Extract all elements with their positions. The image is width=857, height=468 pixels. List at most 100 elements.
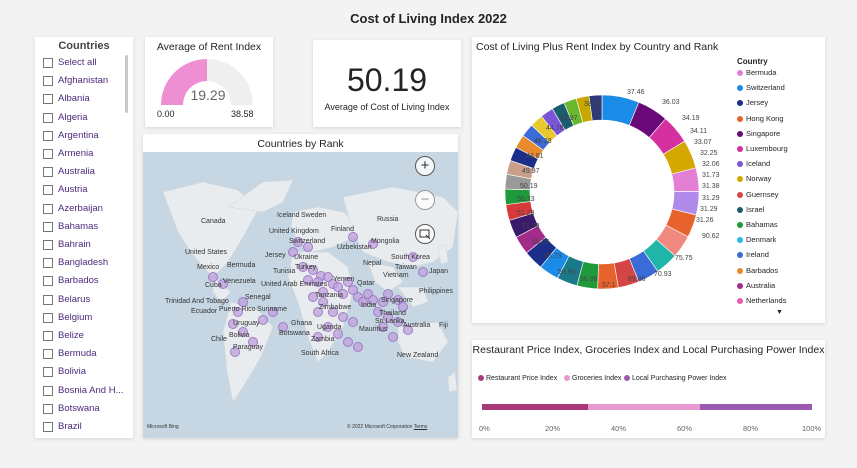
map-bubble[interactable] — [403, 325, 413, 335]
map-bubble[interactable] — [318, 287, 328, 297]
map-bubble[interactable] — [343, 337, 353, 347]
map-bubble[interactable] — [388, 332, 398, 342]
checkbox[interactable] — [43, 367, 53, 378]
gauge-value: 19.29 — [190, 87, 226, 103]
donut-chart[interactable] — [472, 37, 732, 323]
legend-item[interactable]: Jersey — [737, 98, 768, 107]
legend-item[interactable]: Australia — [737, 281, 775, 290]
map-bubble[interactable] — [298, 262, 308, 272]
checkbox[interactable] — [43, 422, 53, 432]
map-bubble[interactable] — [268, 307, 278, 317]
checkbox[interactable] — [43, 294, 53, 305]
legend-item[interactable]: Luxembourg — [737, 144, 788, 153]
map-bubble[interactable] — [308, 265, 318, 275]
map-bubble[interactable] — [323, 322, 333, 332]
legend-item[interactable]: Israel — [737, 205, 764, 214]
checkbox[interactable] — [43, 149, 53, 159]
map-bubble[interactable] — [368, 295, 378, 305]
map-bubble[interactable] — [248, 337, 258, 347]
map-bubble[interactable] — [313, 277, 323, 287]
legend-item[interactable]: Switzerland — [737, 83, 785, 92]
map-bubble[interactable] — [218, 279, 228, 289]
map-bubble[interactable] — [398, 302, 408, 312]
checkbox[interactable] — [43, 185, 53, 196]
lasso-select-icon[interactable] — [415, 224, 435, 244]
legend-item[interactable]: Netherlands — [737, 296, 786, 305]
legend-item[interactable]: Barbados — [737, 266, 778, 275]
map-canvas[interactable]: Iceland Sweden Finland Canada United Kingdom… — [143, 152, 458, 438]
map-bubble[interactable] — [313, 307, 323, 317]
map-bubble[interactable] — [353, 342, 363, 352]
checkbox[interactable] — [43, 94, 53, 105]
legend-item[interactable]: Iceland — [737, 159, 770, 168]
map-bubble[interactable] — [303, 275, 313, 285]
checkbox[interactable] — [43, 385, 53, 396]
restaurant-legend-item[interactable]: Local Purchasing Power Index — [624, 375, 727, 382]
map-bubble[interactable] — [328, 307, 338, 317]
restaurant-legend-item[interactable]: Restaurant Price Index — [478, 375, 557, 382]
map-bubble[interactable] — [303, 242, 313, 252]
map-bubble[interactable] — [383, 312, 393, 322]
checkbox[interactable] — [43, 331, 53, 341]
map-bubble[interactable] — [230, 347, 240, 357]
map-bubble[interactable] — [238, 327, 248, 337]
map-bubble[interactable] — [348, 232, 358, 242]
slicer-scrollbar[interactable] — [125, 55, 128, 113]
legend-item[interactable]: Bermuda — [737, 68, 776, 77]
map-bubble[interactable] — [418, 267, 428, 277]
legend-label: Luxembourg — [746, 144, 788, 153]
map-bubble[interactable] — [348, 317, 358, 327]
legend-scroll-down-icon[interactable]: ▼ — [776, 309, 783, 316]
donut-slice[interactable] — [588, 94, 603, 121]
checkbox[interactable] — [43, 312, 53, 323]
legend-item[interactable]: Norway — [737, 174, 771, 183]
map-bubble[interactable] — [233, 307, 243, 317]
map-bubble[interactable] — [258, 315, 268, 325]
checkbox[interactable] — [43, 403, 53, 414]
stacked-bar-segment[interactable] — [587, 404, 700, 410]
map-bubble[interactable] — [293, 237, 303, 247]
legend-item[interactable]: Denmark — [737, 235, 776, 244]
checkbox[interactable] — [43, 167, 53, 178]
legend-item[interactable]: Guernsey — [737, 190, 779, 199]
checkbox[interactable] — [43, 349, 53, 360]
legend-item[interactable]: Hong Kong — [737, 114, 784, 123]
zoom-out-icon[interactable]: − — [415, 190, 435, 210]
terms-link[interactable]: Terms — [413, 424, 428, 430]
checkbox[interactable] — [43, 258, 53, 269]
map-bubble[interactable] — [318, 297, 328, 307]
checkbox[interactable] — [43, 76, 53, 87]
legend-item[interactable]: Singapore — [737, 129, 780, 138]
checkbox[interactable] — [43, 112, 53, 123]
map-bubble[interactable] — [338, 289, 348, 299]
map-bubble[interactable] — [358, 297, 368, 307]
checkbox[interactable] — [43, 58, 53, 68]
map-bubble[interactable] — [373, 307, 383, 317]
map-bubble[interactable] — [308, 292, 318, 302]
map-bubble[interactable] — [393, 317, 403, 327]
map-bubble[interactable] — [408, 252, 418, 262]
checkbox[interactable] — [43, 203, 53, 214]
map-bubble[interactable] — [378, 297, 388, 307]
zoom-in-icon[interactable]: + — [415, 156, 435, 176]
map-bubble[interactable] — [368, 239, 378, 249]
legend-item[interactable]: Ireland — [737, 250, 769, 259]
checkbox[interactable] — [43, 240, 53, 250]
map-bubble[interactable] — [378, 322, 388, 332]
map-bubble[interactable] — [228, 319, 238, 329]
legend-item[interactable]: Bahamas — [737, 220, 778, 229]
map-bubble[interactable] — [333, 329, 343, 339]
map-bubble[interactable] — [288, 247, 298, 257]
restaurant-legend-item[interactable]: Groceries Index — [564, 375, 621, 382]
map-bubble[interactable] — [338, 312, 348, 322]
checkbox[interactable] — [43, 276, 53, 287]
map-bubble[interactable] — [278, 322, 288, 332]
map-bubble[interactable] — [238, 297, 248, 307]
checkbox[interactable] — [43, 221, 53, 232]
stacked-bar-segment[interactable] — [699, 404, 812, 410]
checkbox[interactable] — [43, 130, 53, 141]
map-bubble[interactable] — [313, 332, 323, 342]
stacked-bar-segment[interactable] — [482, 404, 588, 410]
map-bubble[interactable] — [383, 289, 393, 299]
map-bubble[interactable] — [208, 272, 218, 282]
